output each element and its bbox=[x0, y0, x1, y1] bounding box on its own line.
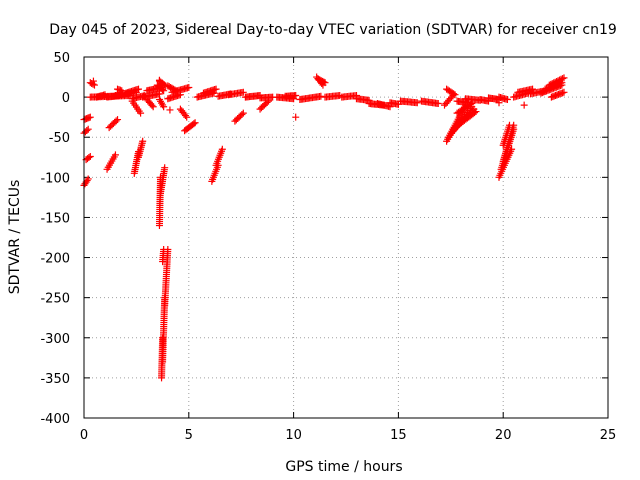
x-tick-label: 0 bbox=[80, 428, 88, 443]
data-point-near-zero-band bbox=[557, 75, 565, 83]
data-point-short-dips bbox=[218, 145, 226, 153]
x-tick-label: 15 bbox=[390, 428, 407, 443]
data-point-recovery-arcs bbox=[505, 121, 513, 129]
data-point-short-dips bbox=[84, 125, 92, 133]
data-point-near-zero-band bbox=[158, 86, 166, 94]
data-point-near-zero-band bbox=[89, 77, 97, 85]
data-point-deep-plunge bbox=[164, 246, 172, 254]
data-point-near-zero-band bbox=[171, 86, 179, 94]
data-point-near-zero-band bbox=[559, 75, 567, 83]
data-point-near-zero-band bbox=[413, 99, 421, 107]
data-point-short-dips bbox=[111, 151, 119, 159]
data-point-near-zero-band bbox=[551, 78, 559, 86]
data-point-short-dips bbox=[155, 96, 163, 104]
data-point-near-zero-band bbox=[292, 113, 300, 121]
data-point-near-zero-band bbox=[166, 106, 174, 114]
data-point-short-dips bbox=[190, 120, 198, 128]
data-point-short-dips bbox=[86, 113, 94, 121]
data-point-near-zero-band bbox=[134, 85, 142, 93]
data-point-near-zero-band bbox=[529, 85, 537, 93]
data-point-short-dips bbox=[238, 110, 246, 118]
data-point-short-dips bbox=[86, 152, 94, 160]
x-tick-label: 20 bbox=[495, 428, 512, 443]
data-point-recovery-arcs bbox=[468, 100, 476, 108]
data-point-short-dips bbox=[137, 109, 145, 117]
data-point-near-zero-band bbox=[292, 92, 300, 100]
data-point-near-zero-band bbox=[503, 96, 511, 104]
data-point-near-zero-band bbox=[550, 79, 558, 87]
data-point-near-zero-band bbox=[548, 80, 556, 88]
y-tick-label: -300 bbox=[40, 332, 70, 347]
data-point-short-dips bbox=[239, 109, 247, 117]
data-point-near-zero-band bbox=[320, 78, 328, 86]
data-point-near-zero-band bbox=[239, 88, 247, 96]
data-point-near-zero-band bbox=[560, 74, 568, 82]
data-point-recovery-arcs bbox=[472, 108, 480, 116]
y-tick-label: -250 bbox=[40, 292, 70, 307]
y-tick-label: 50 bbox=[53, 51, 70, 66]
data-point-near-zero-band bbox=[160, 81, 168, 89]
data-point-short-dips bbox=[181, 112, 189, 120]
data-point-short-dips bbox=[84, 175, 92, 183]
data-point-near-zero-band bbox=[172, 87, 180, 95]
data-point-near-zero-band bbox=[520, 101, 528, 109]
data-points bbox=[80, 73, 568, 382]
data-point-near-zero-band bbox=[155, 76, 163, 84]
y-tick-label: -350 bbox=[40, 372, 70, 387]
data-point-near-zero-band bbox=[212, 85, 220, 93]
data-point-short-dips bbox=[263, 98, 271, 106]
y-tick-label: 0 bbox=[62, 91, 70, 106]
data-point-short-dips bbox=[148, 101, 156, 109]
data-point-short-dips bbox=[112, 117, 120, 125]
x-tick-label: 10 bbox=[285, 428, 302, 443]
data-point-near-zero-band bbox=[321, 79, 329, 87]
data-point-near-zero-band bbox=[560, 88, 568, 96]
x-axis-label: GPS time / hours bbox=[285, 459, 402, 475]
y-tick-label: -200 bbox=[40, 252, 70, 267]
y-tick-label: -50 bbox=[49, 131, 70, 146]
data-point-near-zero-band bbox=[118, 87, 126, 95]
data-point-near-zero-band bbox=[545, 81, 553, 89]
x-tick-label: 25 bbox=[600, 428, 617, 443]
data-point-short-dips bbox=[149, 103, 157, 111]
y-tick-label: -400 bbox=[40, 412, 70, 427]
data-point-near-zero-band bbox=[556, 76, 564, 84]
data-point-short-dips bbox=[139, 137, 147, 145]
data-point-near-zero-band bbox=[185, 83, 193, 91]
data-point-short-dips bbox=[264, 97, 272, 105]
data-point-recovery-arcs bbox=[449, 92, 457, 100]
data-point-near-zero-band bbox=[160, 87, 168, 95]
data-point-short-dips bbox=[83, 177, 91, 185]
plot-frame bbox=[83, 56, 609, 419]
data-point-deep-plunge bbox=[161, 164, 169, 172]
y-tick-label: -100 bbox=[40, 171, 70, 186]
tick-label-layer: 0 5 10 15 20 25 50 0 -50 -100 -150 -200 -250 -300 -350… bbox=[40, 51, 616, 443]
y-tick-label: -150 bbox=[40, 211, 70, 226]
data-point-near-zero-band bbox=[554, 77, 562, 85]
data-point-short-dips bbox=[183, 113, 191, 121]
data-point-near-zero-band bbox=[90, 81, 98, 89]
data-point-recovery-arcs bbox=[471, 109, 479, 117]
y-axis-label: SDTVAR / TECUs bbox=[7, 180, 23, 295]
data-point-short-dips bbox=[114, 116, 122, 124]
data-point-near-zero-band bbox=[317, 92, 325, 100]
data-point-short-dips bbox=[85, 154, 93, 162]
data-point-near-zero-band bbox=[434, 100, 442, 108]
data-point-near-zero-band bbox=[495, 99, 503, 107]
data-point-near-zero-band bbox=[547, 80, 555, 88]
chart-title: Day 045 of 2023, Sidereal Day-to-day VTE… bbox=[49, 22, 617, 38]
data-point-recovery-arcs bbox=[447, 93, 455, 101]
x-tick-label: 5 bbox=[185, 428, 193, 443]
data-point-short-dips bbox=[191, 119, 199, 127]
data-point-near-zero-band bbox=[553, 77, 561, 85]
data-point-recovery-arcs bbox=[466, 100, 474, 108]
